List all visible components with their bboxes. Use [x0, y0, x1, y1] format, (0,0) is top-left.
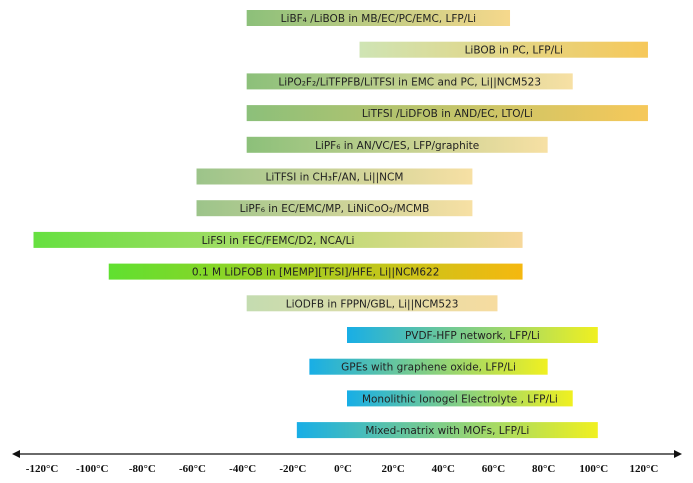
range-bar — [347, 327, 598, 343]
range-bar — [246, 136, 548, 153]
bar-label: GPEs with graphene oxide, LFP/Li — [341, 362, 516, 374]
tick-label: 0°C — [334, 463, 352, 475]
range-bar — [309, 358, 548, 375]
tick-label: -100°C — [76, 463, 109, 475]
bar-row: LiBF₄ /LiBOB in MB/EC/PC/EMC, LFP/Li — [246, 10, 511, 26]
tick-label: 20°C — [381, 463, 404, 475]
range-bar — [246, 105, 648, 122]
bar-label: LiPF₆ in EC/EMC/MP, LiNiCoO₂/MCMB — [240, 203, 430, 215]
tick-label: -40°C — [229, 463, 256, 475]
bar-row: LiTFSI in CH₃F/AN, Li||NCM — [196, 168, 473, 185]
tick-label: -120°C — [26, 463, 59, 475]
x-axis — [12, 450, 682, 458]
tick-label: 120°C — [630, 463, 659, 475]
range-bar — [196, 200, 473, 217]
range-bar — [296, 422, 598, 439]
bar-row: 0.1 M LiDFOB in [MEMP][TFSI]/HFE, Li||NC… — [108, 263, 523, 280]
bar-label: LiTFSI in CH₃F/AN, Li||NCM — [266, 172, 404, 184]
bar-row: LiPO₂F₂/LiTFPFB/LiTFSI in EMC and PC, Li… — [246, 73, 573, 90]
range-bar — [246, 73, 573, 90]
bar-row: GPEs with graphene oxide, LFP/Li — [309, 358, 548, 375]
bar-row: LiBOB in PC, LFP/Li — [359, 41, 648, 58]
tick-label: 100°C — [579, 463, 608, 475]
axis-arrow-right — [674, 450, 682, 458]
bar-row: Monolithic Ionogel Electrolyte , LFP/Li — [347, 390, 573, 407]
bar-label: LiFSI in FEC/FEMC/D2, NCA/Li — [202, 235, 355, 247]
bar-label: LiTFSI /LiDFOB in AND/EC, LTO/Li — [362, 108, 533, 120]
bar-row: LiFSI in FEC/FEMC/D2, NCA/Li — [33, 231, 523, 248]
bar-label: Mixed-matrix with MOFs, LFP/Li — [365, 425, 529, 437]
bar-row: LiPF₆ in EC/EMC/MP, LiNiCoO₂/MCMB — [196, 200, 473, 217]
range-bar — [108, 263, 523, 280]
bar-row: Mixed-matrix with MOFs, LFP/Li — [296, 422, 598, 439]
bar-row: PVDF-HFP network, LFP/Li — [347, 327, 598, 343]
bar-label: LiODFB in FPPN/GBL, Li||NCM523 — [286, 298, 459, 310]
tick-label: 80°C — [532, 463, 555, 475]
range-bar — [347, 390, 573, 407]
bar-row: LiPF₆ in AN/VC/ES, LFP/graphite — [246, 136, 548, 153]
range-bar — [359, 41, 648, 58]
tick-label: -60°C — [179, 463, 206, 475]
range-bar — [196, 168, 473, 185]
range-bar — [246, 295, 498, 312]
bar-label: PVDF-HFP network, LFP/Li — [405, 330, 540, 342]
bar-row: LiODFB in FPPN/GBL, Li||NCM523 — [246, 295, 498, 312]
bar-label: LiBOB in PC, LFP/Li — [465, 45, 563, 57]
range-bar — [33, 231, 523, 248]
tick-label: 40°C — [432, 463, 455, 475]
tick-labels: -120°C -100°C -80°C -60°C -40°C -20°C 0°C 20°C 4… — [26, 463, 659, 475]
range-bar — [246, 10, 511, 26]
axis-arrow-left — [12, 450, 20, 458]
tick-label: 60°C — [482, 463, 505, 475]
bar-row: LiTFSI /LiDFOB in AND/EC, LTO/Li — [246, 105, 648, 122]
bar-label: LiPF₆ in AN/VC/ES, LFP/graphite — [315, 140, 479, 152]
bar-label: Monolithic Ionogel Electrolyte , LFP/Li — [362, 393, 558, 405]
tick-label: -80°C — [129, 463, 156, 475]
bar-label: LiPO₂F₂/LiTFPFB/LiTFSI in EMC and PC, Li… — [278, 76, 541, 88]
bar-label: 0.1 M LiDFOB in [MEMP][TFSI]/HFE, Li||NC… — [192, 267, 439, 279]
bar-label: LiBF₄ /LiBOB in MB/EC/PC/EMC, LFP/Li — [281, 13, 476, 25]
tick-label: -20°C — [279, 463, 306, 475]
bars-group: LiBF₄ /LiBOB in MB/EC/PC/EMC, LFP/Li LiBO… — [33, 10, 648, 439]
